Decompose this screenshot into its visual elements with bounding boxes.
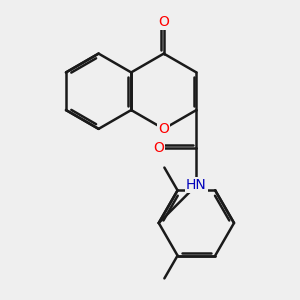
- Text: HN: HN: [186, 178, 207, 192]
- Text: O: O: [158, 122, 169, 136]
- Text: O: O: [158, 15, 169, 28]
- Text: O: O: [153, 141, 164, 155]
